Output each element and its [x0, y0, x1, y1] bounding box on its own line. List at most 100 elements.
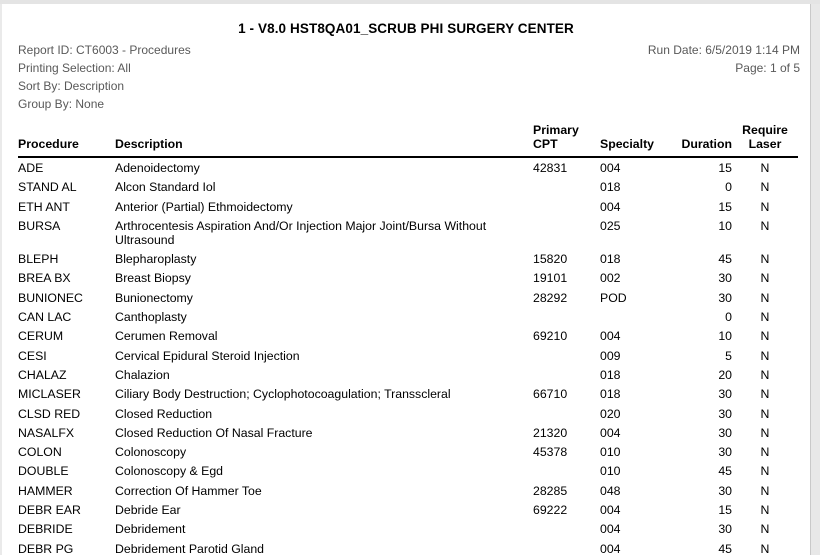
- cell-procedure: CESI: [18, 348, 47, 363]
- col-header-duration-label: Duration: [681, 137, 732, 151]
- cell-require-laser: N: [760, 252, 770, 267]
- col-header-specialty-label: Specialty: [600, 137, 654, 151]
- col-header-procedure-label: Procedure: [18, 137, 79, 151]
- window-top-edge: [0, 0, 820, 4]
- cell-duration: 15: [718, 199, 732, 214]
- col-header-primary-cpt: Primary CPT: [533, 123, 600, 158]
- cell-procedure: CLSD RED: [18, 406, 81, 421]
- cell-specialty: 009: [600, 348, 621, 363]
- col-header-require-laser: Require Laser: [732, 123, 798, 158]
- cell-procedure: CHALAZ: [18, 367, 67, 382]
- window-left-edge: [0, 0, 2, 555]
- cell-require-laser: N: [760, 541, 770, 556]
- cell-require-laser: N: [760, 483, 770, 498]
- cell-primary-cpt: [533, 519, 600, 538]
- cell-require-laser: N: [760, 387, 770, 402]
- cell-require-laser: N: [760, 445, 770, 460]
- cell-description: Breast Biopsy: [115, 271, 191, 286]
- cell-specialty: 048: [600, 483, 621, 498]
- cell-procedure: BLEPH: [18, 252, 59, 267]
- cell-primary-cpt: 28292: [533, 290, 568, 305]
- procedures-table-body: ADE Adenoidectomy 42831 004 15 N STAND AL Alcon…: [18, 157, 798, 558]
- table-row: BUNIONEC Bunionectomy 28292 POD 30 N: [18, 288, 798, 307]
- cell-require-laser: N: [760, 329, 770, 344]
- cell-require-laser: N: [760, 218, 770, 233]
- cell-specialty: 018: [600, 252, 621, 267]
- cell-specialty: [600, 307, 675, 326]
- procedures-table: Procedure Description Primary CPT Specia…: [18, 123, 798, 558]
- cell-primary-cpt: [533, 461, 600, 480]
- cell-specialty: 020: [600, 406, 621, 421]
- cell-require-laser: N: [760, 199, 770, 214]
- cell-primary-cpt: [533, 404, 600, 423]
- cell-procedure: ADE: [18, 161, 44, 175]
- cell-duration: 30: [718, 445, 732, 460]
- cell-specialty: 010: [600, 445, 621, 460]
- table-row: BREA BX Breast Biopsy 19101 002 30 N: [18, 268, 798, 287]
- cell-duration: 0: [725, 310, 732, 325]
- col-header-require-laser-line2: Laser: [748, 137, 782, 151]
- cell-description: Chalazion: [115, 367, 170, 382]
- cell-duration: 30: [718, 406, 732, 421]
- cell-description: Colonoscopy: [115, 445, 187, 460]
- page-number: Page: 1 of 5: [735, 61, 800, 75]
- table-row: COLON Colonoscopy 45378 010 30 N: [18, 442, 798, 461]
- table-row: DOUBLE Colonoscopy & Egd 010 45 N: [18, 461, 798, 480]
- cell-description: Debridement: [115, 522, 186, 537]
- col-header-procedure: Procedure: [18, 123, 115, 158]
- cell-specialty: 004: [600, 522, 621, 537]
- cell-procedure: NASALFX: [18, 425, 75, 440]
- cell-primary-cpt: [533, 216, 600, 249]
- cell-primary-cpt: 66710: [533, 387, 568, 402]
- col-header-description-label: Description: [115, 137, 183, 151]
- table-row: ADE Adenoidectomy 42831 004 15 N: [18, 157, 798, 177]
- cell-primary-cpt: 15820: [533, 252, 568, 267]
- table-row: DEBR EAR Debride Ear 69222 004 15 N: [18, 500, 798, 519]
- cell-specialty: 010: [600, 464, 621, 479]
- table-header-row: Procedure Description Primary CPT Specia…: [18, 123, 798, 158]
- cell-procedure: DEBRIDE: [18, 522, 73, 537]
- cell-require-laser: N: [760, 367, 770, 382]
- cell-primary-cpt: 69222: [533, 503, 568, 518]
- table-row: CERUM Cerumen Removal 69210 004 10 N: [18, 326, 798, 345]
- cell-require-laser: N: [760, 310, 770, 325]
- printing-selection: Printing Selection: All: [18, 61, 131, 75]
- cell-description: Bunionectomy: [115, 290, 193, 305]
- cell-description: Debride Ear: [115, 503, 181, 518]
- cell-description: Arthrocentesis Aspiration And/Or Injecti…: [115, 218, 487, 247]
- window-right-edge: [810, 0, 820, 555]
- table-row: STAND AL Alcon Standard Iol 018 0 N: [18, 177, 798, 196]
- table-row: CLSD RED Closed Reduction 020 30 N: [18, 404, 798, 423]
- cell-specialty: 004: [600, 329, 621, 344]
- cell-duration: 45: [718, 252, 732, 267]
- table-row: MICLASER Ciliary Body Destruction; Cyclop…: [18, 384, 798, 403]
- table-row: BURSA Arthrocentesis Aspiration And/Or In…: [18, 216, 798, 249]
- cell-primary-cpt: [533, 307, 600, 326]
- cell-procedure: DOUBLE: [18, 464, 69, 479]
- cell-description: Canthoplasty: [115, 310, 187, 325]
- table-row: ETH ANT Anterior (Partial) Ethmoidectomy 0…: [18, 197, 798, 216]
- cell-require-laser: N: [760, 180, 770, 195]
- cell-primary-cpt: 45378: [533, 445, 568, 460]
- table-row: DEBRIDE Debridement 004 30 N: [18, 519, 798, 538]
- cell-procedure: COLON: [18, 445, 62, 460]
- cell-specialty: 004: [600, 199, 621, 214]
- cell-duration: 30: [718, 290, 732, 305]
- cell-description: Debridement Parotid Gland: [115, 541, 265, 556]
- cell-primary-cpt: 69210: [533, 329, 568, 344]
- table-row: CAN LAC Canthoplasty 0 N: [18, 307, 798, 326]
- procedures-table-header: Procedure Description Primary CPT Specia…: [18, 123, 798, 158]
- cell-procedure: BREA BX: [18, 271, 71, 286]
- cell-require-laser: N: [760, 161, 770, 175]
- cell-require-laser: N: [760, 425, 770, 440]
- cell-primary-cpt: [533, 365, 600, 384]
- cell-require-laser: N: [760, 464, 770, 479]
- cell-description: Blepharoplasty: [115, 252, 197, 267]
- cell-primary-cpt: 42831: [533, 161, 568, 175]
- cell-procedure: BURSA: [18, 218, 61, 233]
- table-row: NASALFX Closed Reduction Of Nasal Fractur…: [18, 423, 798, 442]
- cell-procedure: HAMMER: [18, 483, 73, 498]
- cell-duration: 30: [718, 522, 732, 537]
- cell-duration: 30: [718, 425, 732, 440]
- cell-description: Adenoidectomy: [115, 161, 200, 175]
